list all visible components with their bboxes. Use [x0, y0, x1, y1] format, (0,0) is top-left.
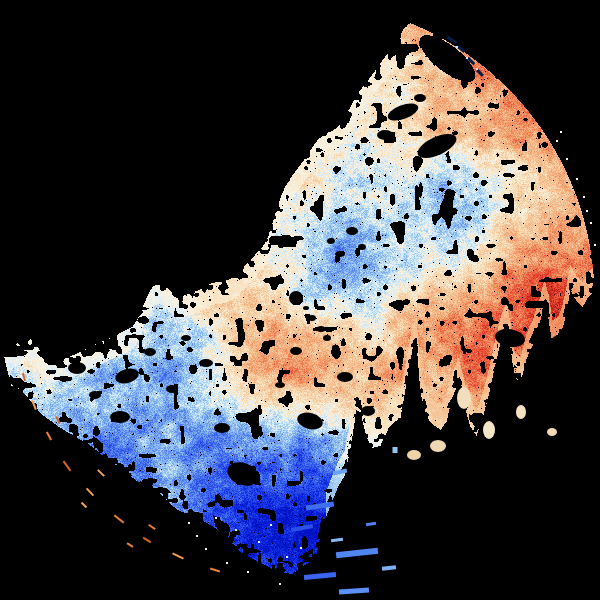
radar-velocity-display — [0, 0, 600, 600]
doppler-velocity-heatmap-canvas — [0, 0, 600, 600]
